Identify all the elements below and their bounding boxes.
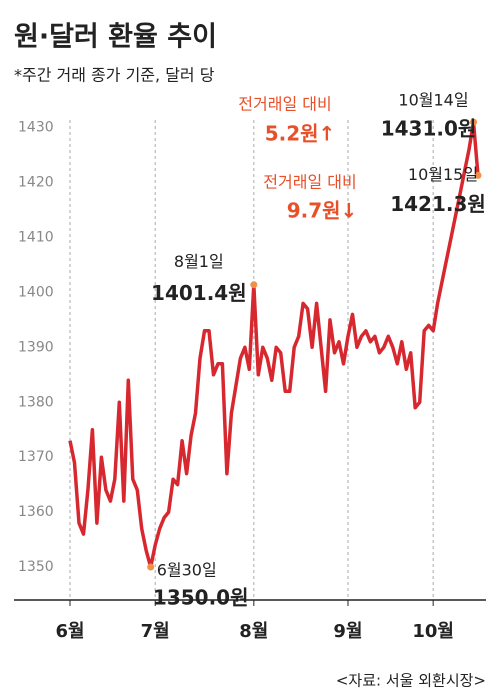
change-note: 전거래일 대비: [238, 95, 331, 114]
x-tick-label: 8월: [239, 621, 268, 642]
y-tick-label: 1400: [18, 284, 54, 300]
y-tick-label: 1410: [18, 229, 54, 245]
y-tick-label: 1430: [18, 120, 54, 136]
source: <자료: 서울 외환시장>: [336, 672, 486, 690]
chart-title: 원·달러 환율 추이: [14, 22, 217, 53]
highlight-point: [250, 281, 258, 289]
x-tick-label: 6월: [55, 621, 84, 642]
highlight-point: [474, 171, 482, 179]
change-label: 5.2원↑: [265, 122, 336, 146]
y-tick-label: 1350: [18, 559, 54, 575]
y-tick-label: 1370: [18, 449, 54, 465]
value-label: 1421.3원: [390, 192, 486, 216]
highlight-point: [470, 118, 478, 126]
date-label: 6월30일: [157, 561, 217, 580]
x-tick-label: 7월: [141, 621, 170, 642]
x-tick-label: 10월: [412, 621, 454, 642]
value-label: 1431.0원: [381, 117, 477, 141]
date-label: 8월1일: [174, 252, 224, 271]
line: [68, 120, 480, 569]
change-note: 전거래일 대비: [263, 173, 356, 192]
y-tick-label: 1360: [18, 504, 54, 520]
value-label: 1350.0원: [153, 586, 249, 610]
x-tick-label: 9월: [333, 621, 362, 642]
date-label: 10월14일: [398, 91, 468, 110]
y-tick-label: 1390: [18, 339, 54, 355]
highlight-point: [147, 563, 155, 571]
change-label: 9.7원↓: [287, 199, 358, 223]
date-label: 10월15일: [408, 165, 478, 184]
y-tick-label: 1420: [18, 175, 54, 191]
chart-subtitle: *주간 거래 종가 기준, 달러 당: [14, 66, 215, 85]
value-label: 1401.4원: [151, 281, 247, 305]
y-tick-label: 1380: [18, 394, 54, 410]
